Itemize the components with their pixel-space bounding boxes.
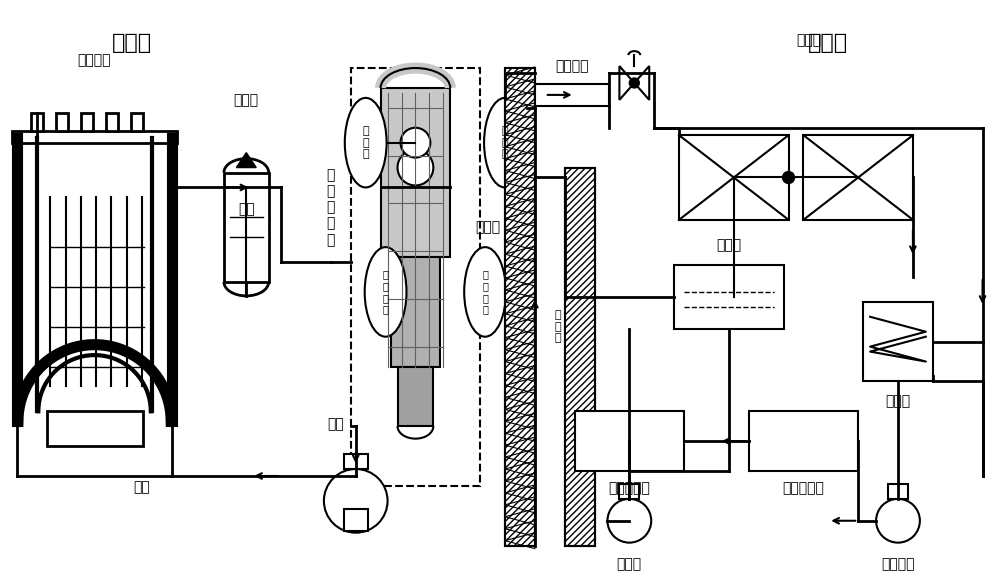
Bar (344, 509, 368, 531)
Bar (565, 167, 595, 546)
Ellipse shape (464, 247, 506, 337)
Text: 出
口
腔
室: 出 口 腔 室 (482, 269, 488, 314)
Text: 给
水
管: 给 水 管 (555, 310, 561, 343)
Bar (863, 302, 933, 381)
Text: 主泵: 主泵 (327, 417, 344, 431)
Text: 安全壳: 安全壳 (475, 220, 500, 234)
Bar (565, 167, 595, 546)
Text: 压力容器: 压力容器 (77, 53, 111, 67)
Polygon shape (236, 153, 256, 167)
Bar (535, 84, 609, 106)
Text: 高压加热器: 高压加热器 (608, 481, 650, 495)
Text: 凝汽器: 凝汽器 (885, 395, 911, 409)
Bar (888, 484, 908, 499)
Bar (575, 411, 684, 471)
Text: 一回路: 一回路 (112, 33, 152, 53)
Bar (749, 411, 858, 471)
Bar (224, 173, 269, 282)
Circle shape (401, 128, 430, 158)
Bar (381, 88, 450, 257)
Text: 给
水
管: 给 水 管 (362, 126, 369, 159)
Circle shape (324, 469, 388, 533)
Bar (391, 257, 440, 366)
Ellipse shape (345, 98, 387, 188)
Bar (351, 68, 480, 486)
Circle shape (607, 499, 651, 542)
Bar (31, 113, 43, 131)
Text: 二回路: 二回路 (808, 33, 848, 53)
Text: 蒸
汽
室: 蒸 汽 室 (502, 126, 508, 159)
Bar (679, 135, 789, 220)
Bar (106, 113, 118, 131)
Text: 稳压器: 稳压器 (234, 93, 259, 107)
Text: 热腿: 热腿 (238, 203, 255, 216)
Bar (56, 113, 68, 131)
Bar (803, 135, 913, 220)
Text: 低压加热器: 低压加热器 (783, 481, 824, 495)
Circle shape (629, 78, 639, 88)
Bar (505, 68, 535, 546)
Bar (12, 131, 177, 143)
Bar (398, 366, 433, 426)
Text: 入
口
腔
室: 入 口 腔 室 (383, 269, 389, 314)
Text: 除氧器: 除氧器 (716, 238, 741, 252)
Bar (47, 411, 143, 446)
Circle shape (783, 171, 795, 183)
Ellipse shape (484, 98, 526, 188)
Circle shape (398, 149, 433, 185)
Bar (81, 113, 93, 131)
Bar (505, 68, 535, 546)
Text: 蒸
汽
发
生
器: 蒸 汽 发 生 器 (327, 168, 335, 247)
Polygon shape (619, 66, 634, 100)
Text: 给水泵: 给水泵 (617, 557, 642, 572)
Polygon shape (634, 66, 649, 100)
Bar (619, 484, 639, 499)
Bar (131, 113, 143, 131)
Bar (674, 264, 784, 329)
Ellipse shape (365, 247, 406, 337)
Text: 凝结水泵: 凝结水泵 (881, 557, 915, 572)
Bar (344, 454, 368, 469)
Circle shape (876, 499, 920, 542)
Text: 主蒸汽管: 主蒸汽管 (555, 59, 588, 73)
Text: 汽轮机: 汽轮机 (796, 33, 821, 47)
Text: 冷腿: 冷腿 (133, 480, 150, 494)
